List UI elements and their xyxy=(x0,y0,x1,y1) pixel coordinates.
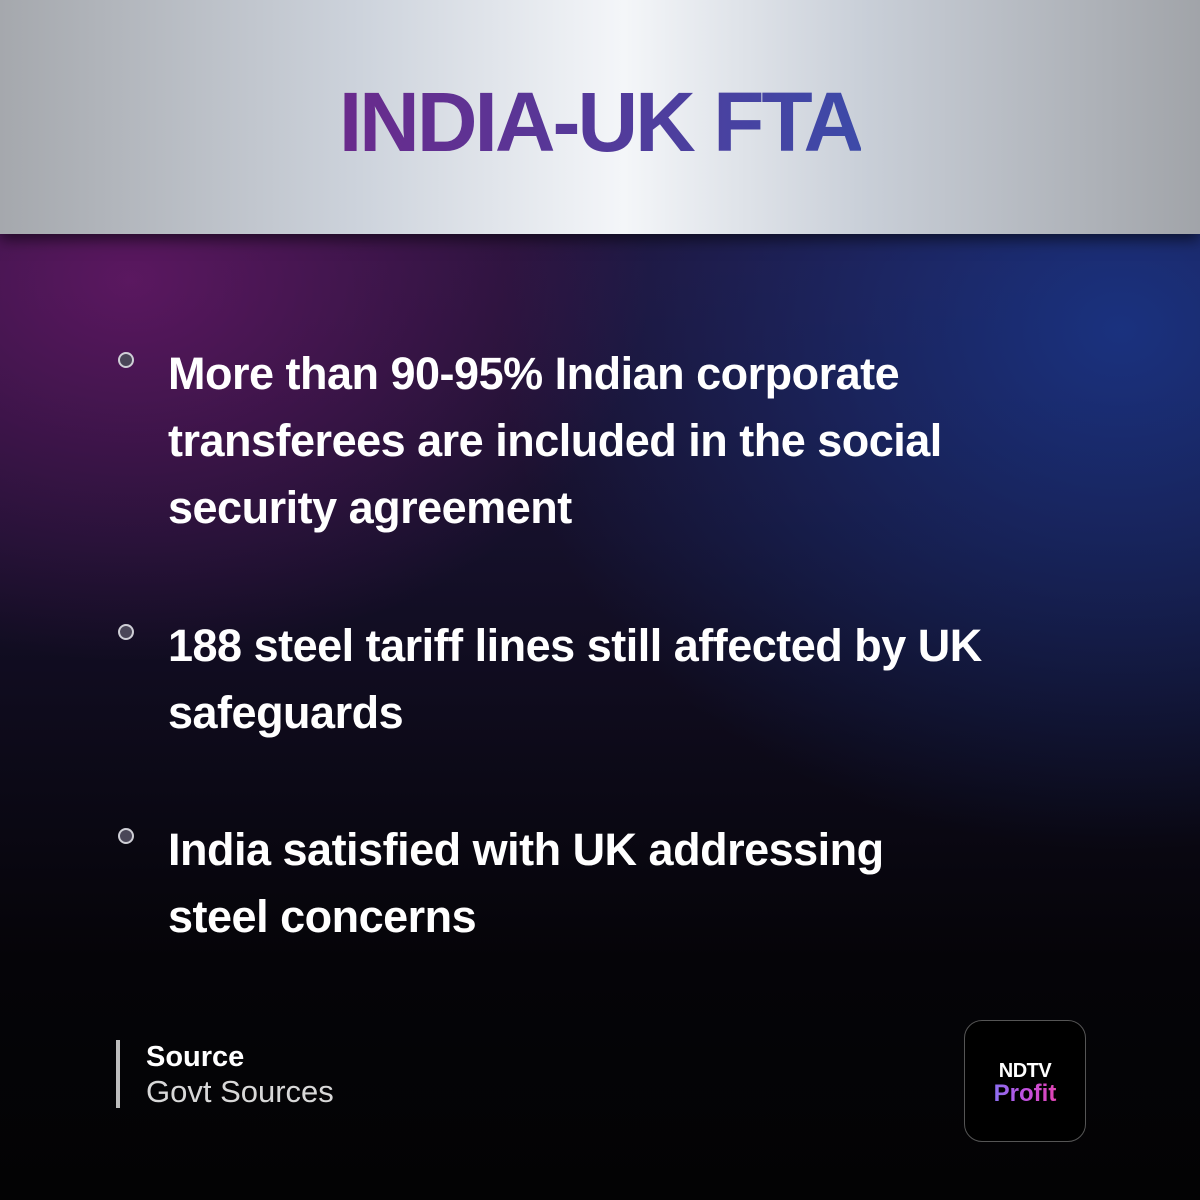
bullet-dot xyxy=(118,828,134,844)
bullet-text: More than 90-95% Indian corporate transfe… xyxy=(168,340,942,541)
bullet-line: 188 steel tariff lines still affected by… xyxy=(168,620,982,671)
bullet-line: transferees are included in the social xyxy=(168,415,942,466)
source-label: Source xyxy=(146,1041,245,1073)
bullet-line: security agreement xyxy=(168,482,572,533)
bullet-dot xyxy=(118,352,134,368)
logo-top: NDTV xyxy=(998,1060,1052,1082)
logo-bottom: Profit xyxy=(965,1081,1085,1107)
source-value: Govt Sources xyxy=(146,1074,334,1109)
source: Source Govt Sources xyxy=(116,1040,334,1109)
logo: NDTV Profit xyxy=(964,1020,1086,1142)
bullet-line: More than 90-95% Indian corporate xyxy=(168,348,900,399)
bullet-dot xyxy=(118,624,134,640)
bullet-line: steel concerns xyxy=(168,891,477,942)
bullet-line: safeguards xyxy=(168,687,404,738)
header: INDIA-UK FTA xyxy=(0,0,1200,234)
bullet-text: 188 steel tariff lines still affected by… xyxy=(168,612,982,746)
bullet-text: India satisfied with UK addressing steel … xyxy=(168,816,884,950)
bullet-line: India satisfied with UK addressing xyxy=(168,824,884,875)
title: INDIA-UK FTA xyxy=(338,74,864,169)
